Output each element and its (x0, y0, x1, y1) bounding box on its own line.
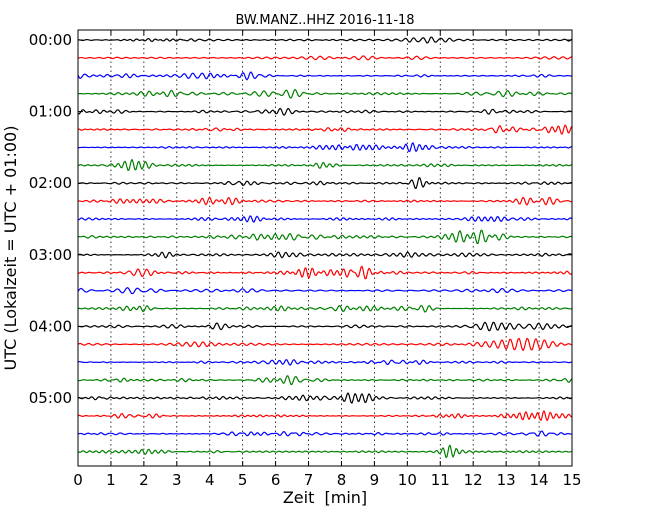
x-tick-label: 7 (304, 471, 314, 489)
seismic-trace (77, 392, 573, 404)
grid-lines (110, 30, 540, 466)
y-tick-label: 02:00 (29, 174, 72, 192)
x-tick-label: 0 (73, 471, 83, 489)
seismic-trace (77, 124, 573, 135)
seismic-trace (77, 55, 573, 61)
seismic-trace (77, 177, 573, 190)
y-tick-label: 04:00 (29, 317, 72, 335)
x-tick-label: 9 (370, 471, 380, 489)
y-tick-label: 00:00 (29, 31, 72, 49)
x-tick-label: 4 (205, 471, 215, 489)
seismic-trace (77, 337, 573, 351)
x-tick-label: 11 (431, 471, 450, 489)
seismic-trace (77, 158, 573, 172)
seismic-trace (77, 71, 573, 81)
seismic-trace (77, 215, 573, 223)
seismic-trace (77, 410, 573, 422)
seismic-trace (77, 359, 573, 366)
seismic-trace (77, 287, 573, 295)
y-tick-label: 01:00 (29, 103, 72, 121)
x-tick-label: 8 (337, 471, 347, 489)
axis-ticks: 0 1 2 3 4 5 6 7 8 9 10 11 12 13 14 1500:0001:0002:0003:… (29, 30, 582, 489)
seismic-trace (77, 251, 573, 259)
chart-title: BW.MANZ..HHZ 2016-11-18 (235, 13, 414, 28)
seismic-trace (77, 142, 573, 153)
seismic-trace (77, 375, 573, 386)
x-tick-label: 10 (398, 471, 417, 489)
seismic-trace (77, 229, 573, 244)
seismic-trace (77, 444, 573, 458)
seismic-trace (77, 265, 573, 280)
seismic-trace (77, 304, 573, 313)
x-tick-label: 1 (106, 471, 116, 489)
y-tick-label: 03:00 (29, 246, 72, 264)
seismic-trace (77, 88, 573, 99)
y-tick-label: 05:00 (29, 389, 72, 407)
seismic-trace (77, 196, 573, 206)
seismic-trace (77, 107, 573, 116)
x-tick-label: 5 (238, 471, 248, 489)
x-axis-label: Zeit [min] (283, 488, 367, 507)
x-tick-label: 6 (271, 471, 281, 489)
x-tick-label: 2 (139, 471, 149, 489)
x-tick-label: 15 (562, 471, 581, 489)
x-tick-label: 12 (464, 471, 483, 489)
traces (77, 36, 573, 458)
seismic-trace (77, 430, 573, 437)
x-tick-label: 3 (172, 471, 182, 489)
seismic-trace (77, 36, 573, 44)
y-axis-label: UTC (Lokalzeit = UTC + 01:00) (1, 126, 20, 371)
plot-frame (77, 29, 573, 467)
seismic-trace (77, 321, 573, 332)
x-tick-label: 13 (497, 471, 516, 489)
x-tick-label: 14 (530, 471, 549, 489)
